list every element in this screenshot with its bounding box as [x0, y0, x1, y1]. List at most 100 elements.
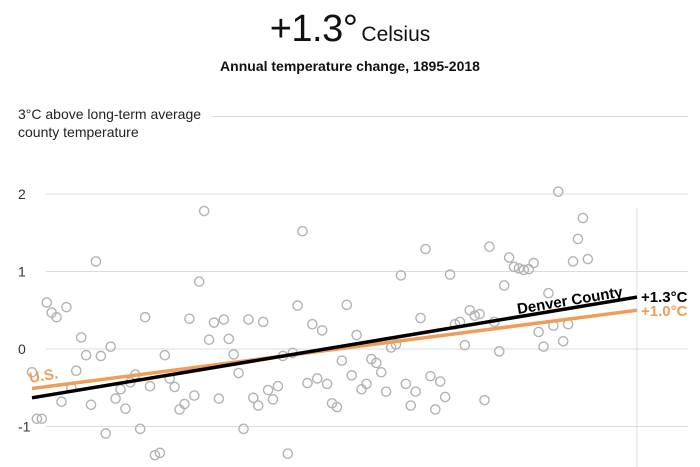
data-point	[198, 205, 210, 217]
data-point	[203, 334, 215, 346]
data-point	[434, 376, 446, 387]
data-point	[144, 380, 156, 392]
data-point	[26, 366, 38, 378]
data-point	[292, 300, 303, 311]
data-point	[159, 349, 171, 361]
data-point	[498, 280, 510, 291]
data-point	[331, 401, 343, 413]
data-point	[75, 332, 87, 343]
county-end-value: +1.3°C	[641, 289, 688, 306]
data-point	[262, 384, 274, 396]
data-point	[361, 378, 372, 390]
data-point	[248, 392, 259, 404]
data-point	[105, 341, 116, 352]
data-point	[189, 390, 200, 401]
us-line-label: U.S.	[28, 365, 60, 387]
y-tick-label: -1	[18, 419, 31, 435]
y-axis-label-line-1: 3°C above long-term average	[18, 106, 201, 122]
data-point	[321, 378, 333, 390]
county-trend-line	[31, 295, 638, 400]
trend-layer	[31, 295, 638, 400]
data-point	[484, 241, 495, 252]
data-point	[174, 404, 185, 415]
grid-layer	[46, 116, 688, 467]
data-point	[311, 373, 323, 384]
data-point	[439, 391, 451, 403]
data-point	[425, 370, 436, 382]
data-point	[316, 325, 328, 336]
data-point	[139, 311, 151, 323]
data-point	[252, 400, 264, 411]
data-point	[464, 304, 476, 316]
data-point	[272, 380, 284, 392]
data-point	[297, 225, 308, 237]
data-point	[400, 378, 412, 390]
data-point	[51, 311, 62, 323]
chart-subtitle: Annual temperature change, 1895-2018	[220, 58, 480, 74]
data-point	[533, 326, 544, 338]
us-end-value: +1.0°C	[641, 303, 688, 320]
data-point	[375, 366, 387, 378]
data-point	[307, 318, 318, 330]
data-point	[80, 349, 92, 361]
data-point	[36, 413, 48, 425]
data-point	[100, 428, 112, 439]
data-point	[70, 365, 82, 377]
data-point	[508, 261, 520, 273]
data-point	[336, 355, 348, 366]
y-tick-label: 2	[18, 186, 26, 202]
data-point	[572, 233, 584, 245]
data-point	[238, 423, 249, 435]
data-point	[518, 264, 530, 276]
data-point	[474, 308, 485, 320]
data-point	[267, 394, 279, 405]
data-point	[223, 333, 235, 345]
data-point	[380, 386, 392, 397]
data-point	[134, 423, 146, 435]
data-point	[243, 314, 254, 325]
y-tick-label: 1	[18, 264, 26, 280]
data-point	[179, 398, 190, 410]
data-point	[115, 383, 126, 395]
data-point	[528, 257, 540, 269]
data-point	[184, 313, 195, 325]
data-point	[120, 403, 131, 414]
data-point	[218, 314, 230, 325]
data-point	[493, 346, 505, 357]
data-point	[503, 252, 515, 263]
data-point	[208, 317, 220, 328]
data-point	[459, 339, 471, 351]
data-point	[538, 341, 549, 352]
data-point	[420, 243, 431, 255]
data-point	[346, 370, 358, 381]
data-point	[582, 253, 594, 265]
data-point	[282, 448, 294, 459]
data-point	[110, 393, 121, 404]
data-point	[410, 386, 421, 397]
data-point	[371, 357, 382, 369]
data-point	[405, 400, 417, 411]
headline-value: +1.3°	[269, 8, 358, 50]
data-point	[257, 316, 269, 328]
y-axis: 3°C above long-term average county tempe…	[18, 106, 201, 435]
data-point	[479, 394, 490, 406]
data-point	[228, 349, 239, 360]
headline-unit: Celsius	[361, 23, 431, 46]
data-point	[567, 256, 579, 267]
data-point	[577, 212, 589, 224]
y-axis-label-line-2: county temperature	[18, 124, 139, 140]
data-point	[557, 335, 569, 347]
data-point	[553, 186, 564, 197]
data-point	[302, 377, 313, 389]
data-point	[351, 329, 362, 341]
data-point	[95, 350, 107, 362]
data-point	[341, 299, 353, 311]
data-point	[469, 310, 480, 321]
data-point	[169, 381, 180, 393]
data-point	[444, 269, 456, 280]
data-point	[193, 276, 205, 287]
data-point	[415, 312, 426, 324]
data-point	[31, 413, 43, 425]
